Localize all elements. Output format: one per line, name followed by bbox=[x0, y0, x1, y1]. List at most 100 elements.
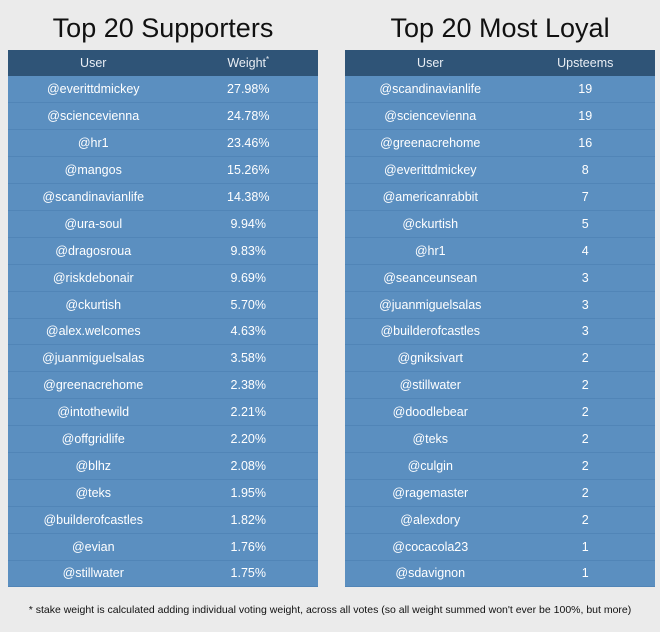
supporters-user-cell: @greenacrehome bbox=[8, 371, 179, 400]
supporters-rows: @everittdmickey 27.98% @sciencevienna 24.78… bbox=[8, 76, 318, 588]
supporters-header-row: User Weight* bbox=[8, 50, 318, 76]
loyal-row: @teks 2 bbox=[345, 425, 655, 453]
loyal-row: @culgin 2 bbox=[345, 452, 655, 480]
supporters-value-cell: 14.38% bbox=[178, 183, 318, 211]
supporters-row: @blhz 2.08% bbox=[8, 452, 318, 480]
supporters-user-cell: @stillwater bbox=[8, 560, 179, 588]
supporters-value-cell: 5.70% bbox=[178, 291, 318, 319]
supporters-table: User Weight* @everittdmickey 27.98% @scien… bbox=[8, 50, 318, 588]
loyal-value-cell: 2 bbox=[515, 371, 655, 400]
loyal-user-cell: @americanrabbit bbox=[345, 183, 516, 211]
loyal-row: @sdavignon 1 bbox=[345, 560, 655, 588]
supporters-col-user: User bbox=[80, 56, 107, 70]
supporters-user-cell: @ckurtish bbox=[8, 291, 179, 319]
loyal-row: @ckurtish 5 bbox=[345, 210, 655, 238]
loyal-col-upsteems: Upsteems bbox=[557, 56, 614, 70]
loyal-title: Top 20 Most Loyal bbox=[390, 13, 610, 43]
supporters-user-cell: @everittdmickey bbox=[8, 76, 179, 104]
loyal-user-cell: @stillwater bbox=[345, 371, 516, 400]
loyal-value-cell: 3 bbox=[515, 264, 655, 292]
loyal-value-cell: 1 bbox=[515, 560, 655, 588]
supporters-user-cell: @evian bbox=[8, 533, 179, 561]
loyal-value-cell: 2 bbox=[515, 398, 655, 427]
loyal-value-cell: 3 bbox=[515, 318, 655, 346]
loyal-user-cell: @scandinavianlife bbox=[345, 76, 516, 104]
loyal-row: @juanmiguelsalas 3 bbox=[345, 291, 655, 319]
supporters-value-cell: 2.21% bbox=[178, 398, 318, 427]
loyal-row: @gniksivart 2 bbox=[345, 344, 655, 373]
loyal-row: @sciencevienna 19 bbox=[345, 102, 655, 131]
loyal-user-cell: @cocacola23 bbox=[345, 533, 516, 561]
loyal-value-cell: 2 bbox=[515, 344, 655, 373]
supporters-row: @ura-soul 9.94% bbox=[8, 210, 318, 238]
loyal-row: @cocacola23 1 bbox=[345, 533, 655, 561]
supporters-row: @intothewild 2.21% bbox=[8, 398, 318, 427]
supporters-value-cell: 27.98% bbox=[178, 76, 318, 104]
loyal-row: @everittdmickey 8 bbox=[345, 156, 655, 185]
loyal-value-cell: 5 bbox=[515, 210, 655, 238]
supporters-user-cell: @blhz bbox=[8, 452, 179, 480]
loyal-row: @doodlebear 2 bbox=[345, 398, 655, 427]
supporters-row: @dragosroua 9.83% bbox=[8, 237, 318, 265]
loyal-user-cell: @sdavignon bbox=[345, 560, 516, 588]
supporters-row: @stillwater 1.75% bbox=[8, 560, 318, 588]
supporters-value-cell: 2.08% bbox=[178, 452, 318, 480]
loyal-header-row: User Upsteems bbox=[345, 50, 655, 76]
loyal-row: @hr1 4 bbox=[345, 237, 655, 265]
loyal-value-cell: 4 bbox=[515, 237, 655, 265]
supporters-value-cell: 1.95% bbox=[178, 479, 318, 507]
loyal-value-cell: 1 bbox=[515, 533, 655, 561]
loyal-user-cell: @everittdmickey bbox=[345, 156, 516, 185]
supporters-row: @sciencevienna 24.78% bbox=[8, 102, 318, 131]
supporters-value-cell: 1.76% bbox=[178, 533, 318, 561]
supporters-user-cell: @dragosroua bbox=[8, 237, 179, 265]
supporters-user-cell: @sciencevienna bbox=[8, 102, 179, 131]
loyal-row: @alexdory 2 bbox=[345, 506, 655, 534]
loyal-rows: @scandinavianlife 19 @sciencevienna 19 @gree… bbox=[345, 76, 655, 588]
loyal-value-cell: 3 bbox=[515, 291, 655, 319]
supporters-row: @juanmiguelsalas 3.58% bbox=[8, 344, 318, 373]
loyal-row: @greenacrehome 16 bbox=[345, 129, 655, 158]
supporters-user-cell: @ura-soul bbox=[8, 210, 179, 238]
loyal-row: @builderofcastles 3 bbox=[345, 318, 655, 346]
supporters-value-cell: 23.46% bbox=[178, 129, 318, 158]
supporters-user-cell: @alex.welcomes bbox=[8, 318, 179, 346]
supporters-panel: Top 20 Supporters User Weight* @everittd… bbox=[8, 8, 318, 588]
footnote-marker: * bbox=[266, 55, 270, 65]
supporters-col-weight: Weight* bbox=[179, 50, 319, 76]
supporters-value-cell: 9.94% bbox=[178, 210, 318, 238]
loyal-row: @stillwater 2 bbox=[345, 371, 655, 400]
supporters-row: @teks 1.95% bbox=[8, 479, 318, 507]
loyal-row: @americanrabbit 7 bbox=[345, 183, 655, 211]
loyal-value-cell: 19 bbox=[515, 102, 655, 131]
loyal-user-cell: @juanmiguelsalas bbox=[345, 291, 516, 319]
loyal-value-cell: 8 bbox=[515, 156, 655, 185]
loyal-value-cell: 19 bbox=[515, 76, 655, 104]
supporters-row: @riskdebonair 9.69% bbox=[8, 264, 318, 292]
supporters-value-cell: 4.63% bbox=[178, 318, 318, 346]
supporters-row: @ckurtish 5.70% bbox=[8, 291, 318, 319]
supporters-row: @scandinavianlife 14.38% bbox=[8, 183, 318, 211]
loyal-value-cell: 7 bbox=[515, 183, 655, 211]
supporters-row: @evian 1.76% bbox=[8, 533, 318, 561]
loyal-value-cell: 2 bbox=[515, 425, 655, 453]
supporters-user-cell: @builderofcastles bbox=[8, 506, 179, 534]
supporters-value-cell: 2.38% bbox=[178, 371, 318, 400]
supporters-value-cell: 9.83% bbox=[178, 237, 318, 265]
loyal-user-cell: @doodlebear bbox=[345, 398, 516, 427]
loyal-user-cell: @seanceunsean bbox=[345, 264, 516, 292]
loyal-value-cell: 2 bbox=[515, 452, 655, 480]
loyal-user-cell: @teks bbox=[345, 425, 516, 453]
loyal-table: User Upsteems @scandinavianlife 19 @scienc… bbox=[345, 50, 655, 588]
supporters-value-cell: 9.69% bbox=[178, 264, 318, 292]
supporters-user-cell: @offgridlife bbox=[8, 425, 179, 453]
loyal-user-cell: @sciencevienna bbox=[345, 102, 516, 131]
loyal-user-cell: @gniksivart bbox=[345, 344, 516, 373]
loyal-value-cell: 2 bbox=[515, 506, 655, 534]
supporters-user-cell: @hr1 bbox=[8, 129, 179, 158]
supporters-value-cell: 1.75% bbox=[178, 560, 318, 588]
supporters-col-weight-label: Weight bbox=[227, 56, 267, 71]
supporters-row: @mangos 15.26% bbox=[8, 156, 318, 185]
supporters-value-cell: 1.82% bbox=[178, 506, 318, 534]
supporters-title: Top 20 Supporters bbox=[52, 13, 274, 43]
